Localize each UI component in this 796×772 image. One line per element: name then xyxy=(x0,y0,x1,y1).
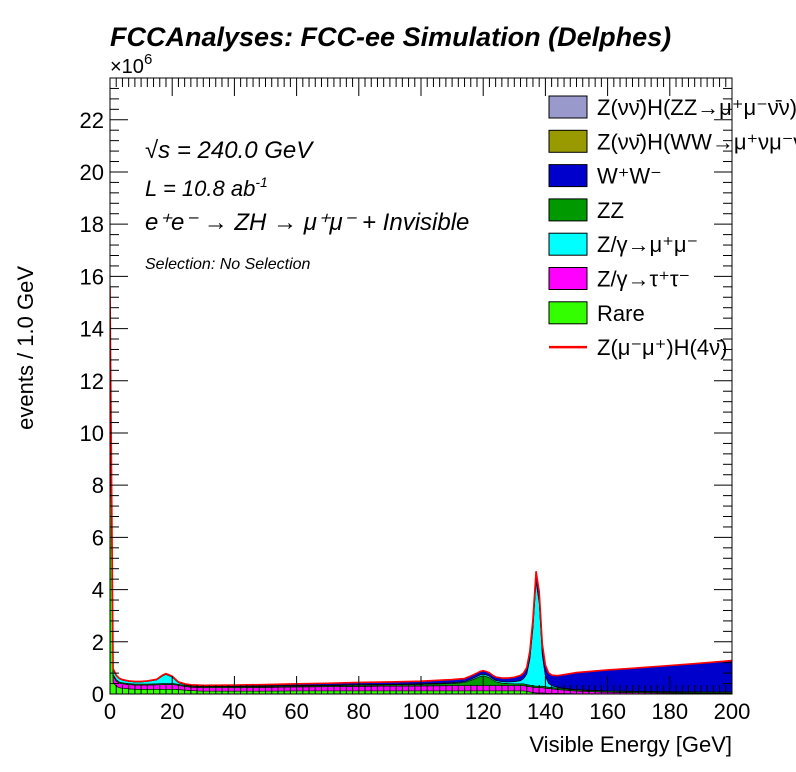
legend-item: Rare xyxy=(548,301,645,326)
x-axis-ticks: 0 20 40 60 80 100 120 140 160 180 200 xyxy=(104,78,750,724)
y-tick-label: 14 xyxy=(80,317,104,342)
y-tick-label: 6 xyxy=(92,525,104,550)
signal-line xyxy=(110,287,732,687)
y-axis-label: events / 1.0 GeV xyxy=(13,266,38,430)
y-tick-label: 20 xyxy=(80,160,104,185)
legend: Z(νν̄)H(ZZ→μ⁺μ⁻ν̄ν) Z(νν̄)H(WW→μ⁺νμ⁻ν̄) W⁺… xyxy=(548,95,796,360)
legend-label: Z(μ⁻μ⁺)H(4ν̄) xyxy=(597,335,727,360)
legend-label: W⁺W⁻ xyxy=(597,164,662,189)
annotation-luminosity-value: L = 10.8 ab xyxy=(145,176,255,201)
y-multiplier: ×106 xyxy=(110,51,152,78)
legend-label: Z(νν̄)H(WW→μ⁺νμ⁻ν̄) xyxy=(597,129,796,154)
legend-swatch xyxy=(548,198,588,222)
y-tick-label: 10 xyxy=(80,421,104,446)
x-tick-label: 180 xyxy=(651,699,688,724)
legend-label: Rare xyxy=(597,301,645,326)
legend-item: Z(νν̄)H(ZZ→μ⁺μ⁻ν̄ν) xyxy=(548,95,796,120)
y-multiplier-exponent: 6 xyxy=(144,51,152,68)
area-series-1-z xyxy=(110,328,732,694)
legend-swatch xyxy=(548,301,588,325)
legend-swatch xyxy=(548,95,588,119)
x-tick-label: 200 xyxy=(714,699,751,724)
legend-item: Z(μ⁻μ⁺)H(4ν̄) xyxy=(549,335,727,360)
annotation-process: e⁺e⁻ → ZH → μ⁺μ⁻ + Invisible xyxy=(145,209,469,236)
legend-item: Z/γ→τ⁺τ⁻ xyxy=(548,267,690,292)
y-tick-label: 16 xyxy=(80,264,104,289)
legend-label: Z/γ→μ⁺μ⁻ xyxy=(597,232,698,257)
legend-swatch xyxy=(548,232,588,256)
legend-label: Z(νν̄)H(ZZ→μ⁺μ⁻ν̄ν) xyxy=(597,95,796,120)
y-tick-label: 2 xyxy=(92,630,104,655)
annotation-luminosity: L = 10.8 ab-1 xyxy=(145,174,268,201)
legend-label: ZZ xyxy=(597,198,624,223)
legend-swatch xyxy=(548,267,588,290)
x-tick-label: 40 xyxy=(222,699,246,724)
legend-swatch xyxy=(548,164,588,188)
legend-item: Z(νν̄)H(WW→μ⁺νμ⁻ν̄) xyxy=(548,129,796,154)
y-tick-label: 18 xyxy=(80,212,104,237)
y-multiplier-base: ×10 xyxy=(110,56,144,78)
x-tick-label: 120 xyxy=(465,699,502,724)
legend-label: Z/γ→τ⁺τ⁻ xyxy=(597,267,690,292)
y-axis-ticks: 0 2 4 6 8 10 12 14 16 18 20 22 xyxy=(80,77,732,707)
x-tick-label: 0 xyxy=(104,699,116,724)
y-tick-label: 0 xyxy=(92,682,104,707)
chart-title: FCCAnalyses: FCC-ee Simulation (Delphes) xyxy=(110,22,671,52)
legend-item: W⁺W⁻ xyxy=(548,164,662,189)
x-tick-label: 140 xyxy=(527,699,564,724)
x-axis-label: Visible Energy [GeV] xyxy=(529,732,732,757)
annotation-luminosity-exponent: -1 xyxy=(255,174,267,190)
y-tick-label: 8 xyxy=(92,473,104,498)
x-tick-label: 60 xyxy=(284,699,308,724)
x-tick-label: 80 xyxy=(347,699,371,724)
y-tick-label: 12 xyxy=(80,369,104,394)
x-tick-label: 100 xyxy=(403,699,440,724)
legend-swatch xyxy=(548,129,588,153)
y-tick-label: 22 xyxy=(80,108,104,133)
area-series-2-zz xyxy=(110,327,732,694)
legend-item: Z/γ→μ⁺μ⁻ xyxy=(548,232,698,257)
signal-line-path xyxy=(110,287,732,687)
annotation-selection: Selection: No Selection xyxy=(145,256,311,273)
x-tick-label: 20 xyxy=(160,699,184,724)
annotation-sqrt-s: √s = 240.0 GeV xyxy=(145,137,314,164)
legend-item: ZZ xyxy=(548,198,624,223)
area-series-0-rare xyxy=(110,380,732,694)
y-tick-label: 4 xyxy=(92,578,104,603)
x-tick-label: 160 xyxy=(589,699,626,724)
